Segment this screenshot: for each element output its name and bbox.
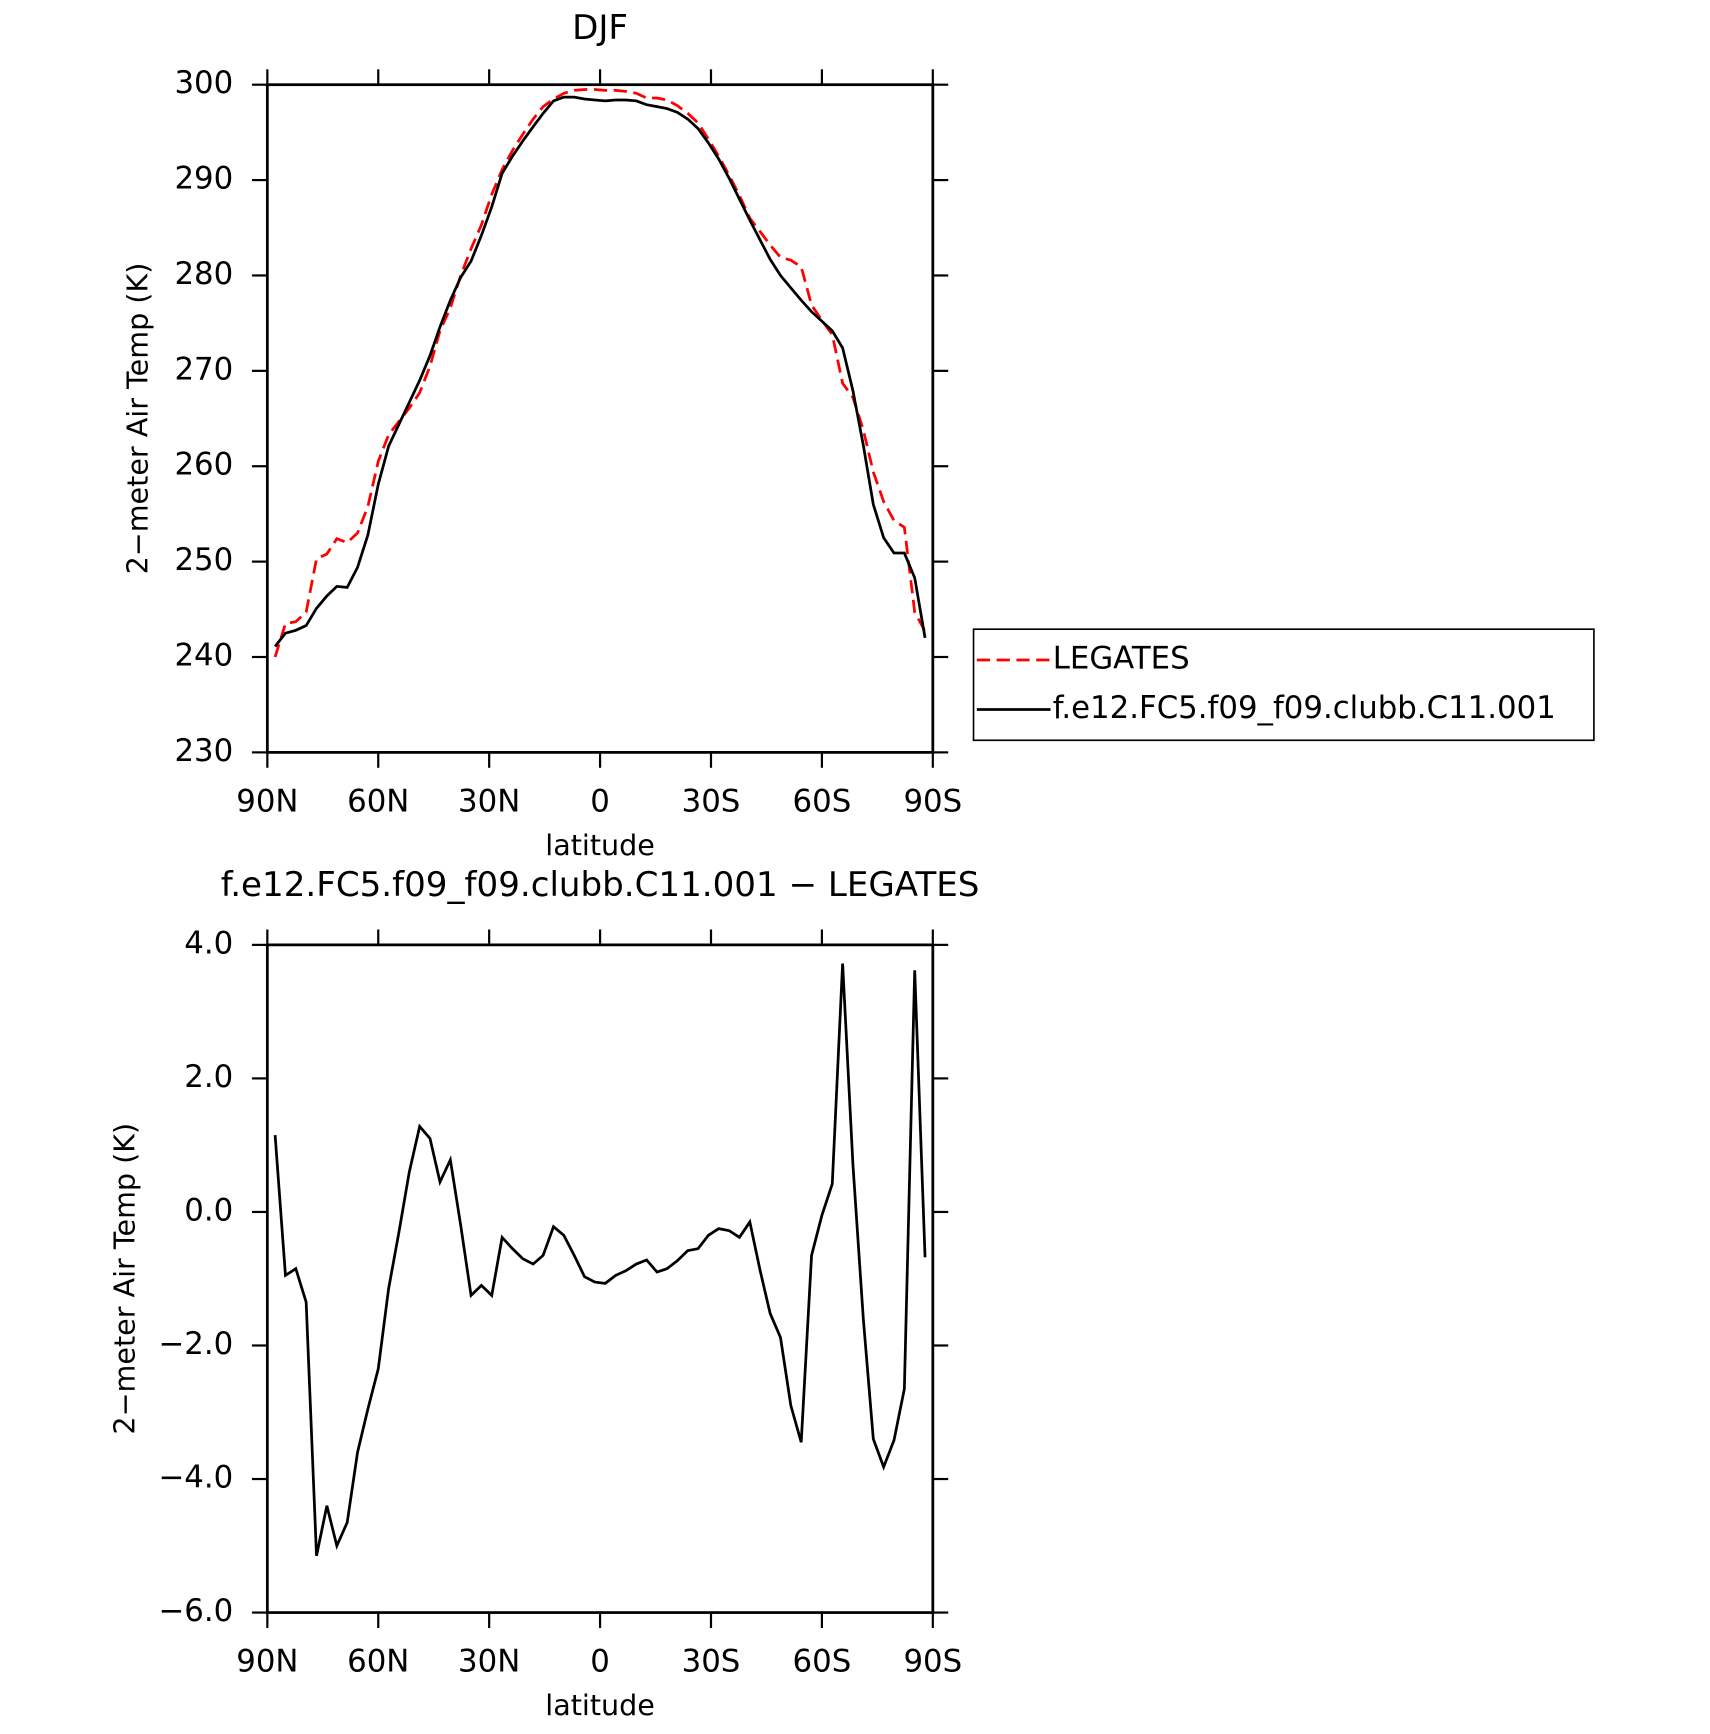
x-tick-label: 90S	[903, 1644, 962, 1680]
y-tick-label: 250	[174, 542, 233, 578]
x-tick-label: 0	[590, 783, 610, 819]
chart-title: DJF	[572, 8, 628, 48]
plot-frame	[265, 943, 935, 1614]
x-axis-title: latitude	[545, 828, 655, 862]
y-tick-label: 230	[174, 733, 233, 769]
x-tick-label: 30S	[682, 1644, 741, 1680]
legend-label: f.e12.FC5.f09_f09.clubb.C11.001	[1053, 690, 1556, 726]
x-tick-label: 60N	[347, 1644, 409, 1680]
y-axis-title: 2−meter Air Temp (K)	[121, 263, 155, 575]
y-tick-label: 240	[174, 637, 233, 673]
y-axis-title: 2−meter Air Temp (K)	[108, 1123, 142, 1435]
x-axis-title: latitude	[545, 1688, 655, 1722]
plot-frame	[265, 83, 935, 754]
legend-label: LEGATES	[1053, 640, 1190, 676]
x-tick-label: 60S	[793, 783, 852, 819]
y-tick-label: 280	[174, 256, 233, 292]
x-tick-label: 60N	[347, 783, 409, 819]
x-tick-label: 90S	[903, 783, 962, 819]
y-tick-label: −2.0	[158, 1326, 233, 1362]
y-tick-label: 2.0	[184, 1059, 233, 1095]
data-line	[273, 88, 927, 658]
y-tick-label: 300	[174, 65, 233, 101]
data-line	[273, 963, 927, 1557]
x-tick-label: 30N	[458, 783, 520, 819]
y-tick-label: −6.0	[158, 1593, 233, 1629]
y-tick-label: 0.0	[184, 1192, 233, 1228]
chart-title: f.e12.FC5.f09_f09.clubb.C11.001 − LEGATE…	[221, 865, 980, 905]
x-tick-label: 0	[590, 1644, 610, 1680]
y-tick-label: 260	[174, 447, 233, 483]
y-tick-label: 270	[174, 351, 233, 387]
y-tick-label: 290	[174, 161, 233, 197]
x-tick-label: 30N	[458, 1644, 520, 1680]
y-tick-label: 4.0	[184, 925, 233, 961]
x-tick-label: 60S	[793, 1644, 852, 1680]
x-tick-label: 30S	[682, 783, 741, 819]
data-line	[274, 95, 927, 648]
y-tick-label: −4.0	[158, 1460, 233, 1496]
legend-box	[972, 628, 1595, 742]
x-tick-label: 90N	[236, 783, 298, 819]
x-tick-label: 90N	[236, 1644, 298, 1680]
